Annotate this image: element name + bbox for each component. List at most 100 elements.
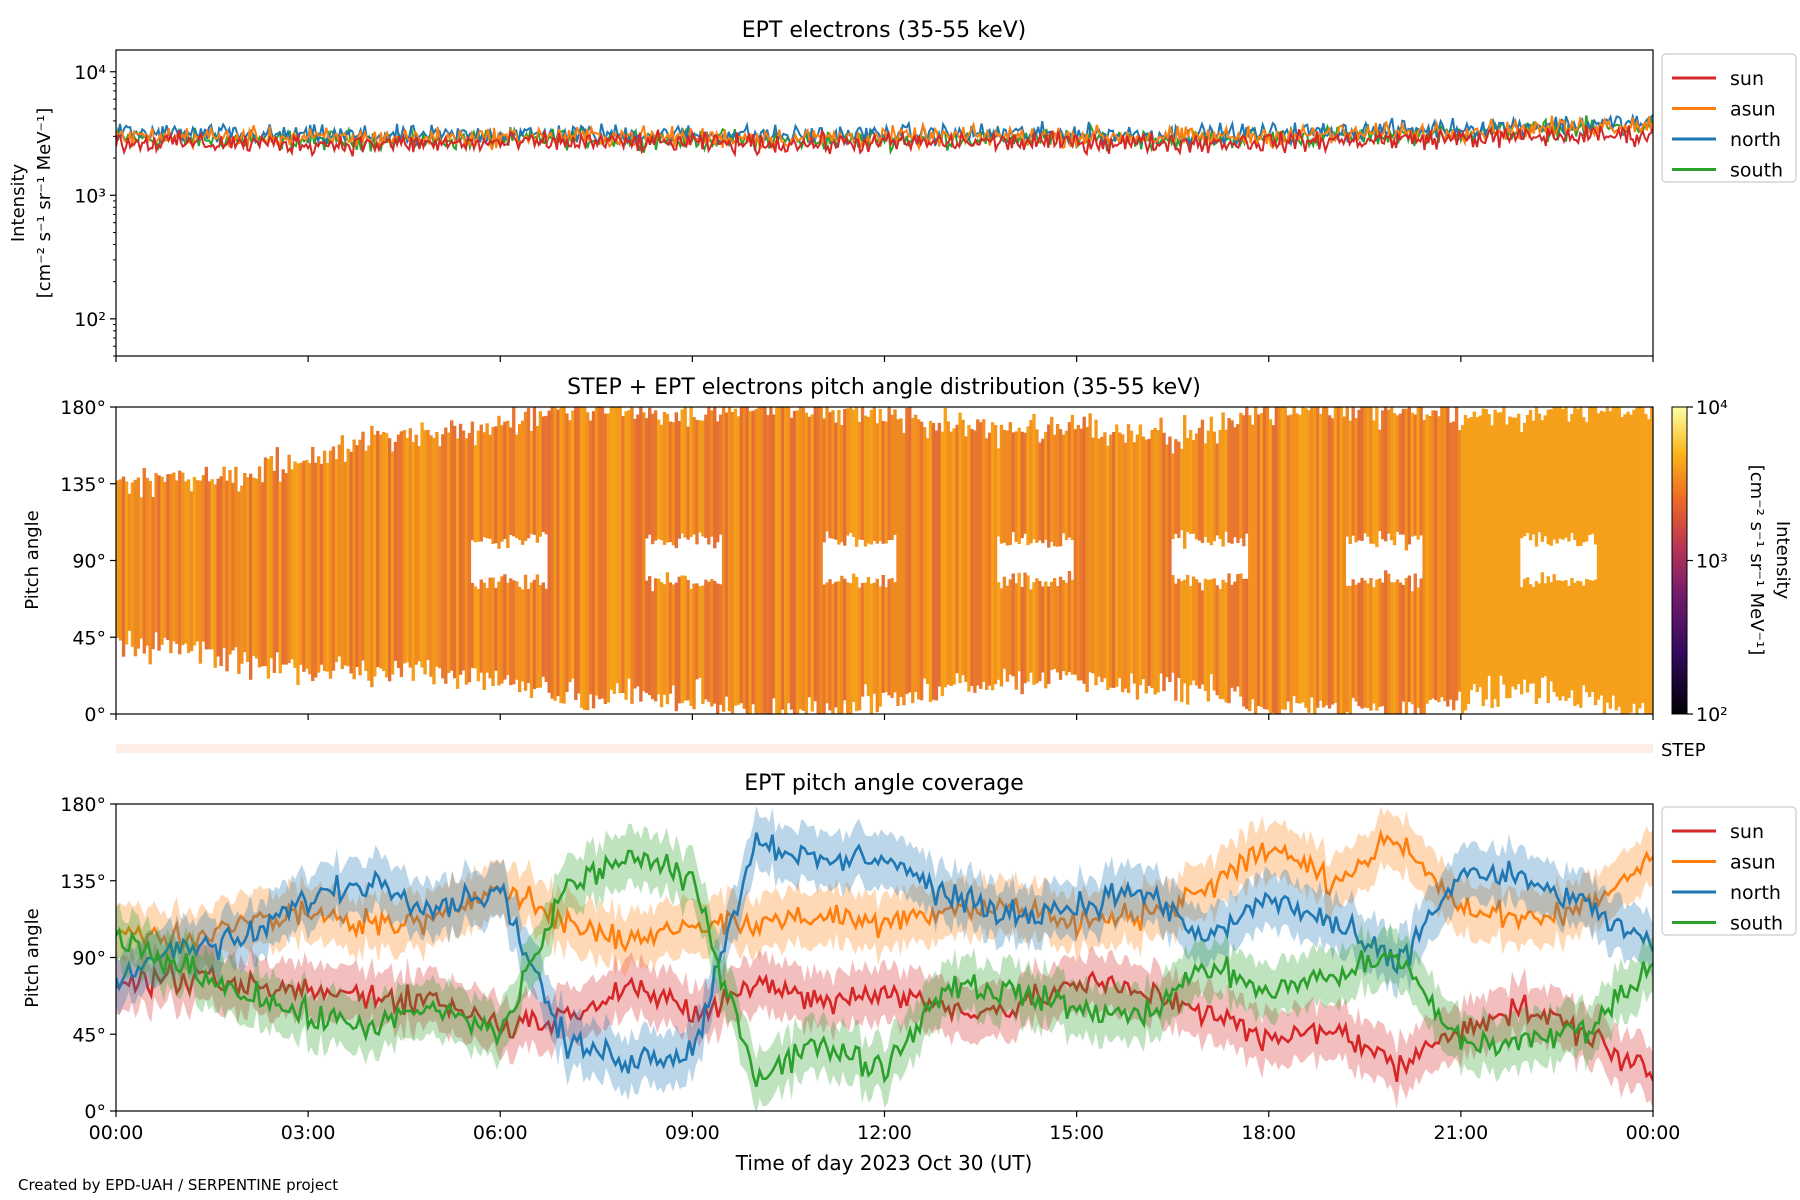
heatmap-cell — [837, 410, 841, 545]
x-tick-label: 03:00 — [281, 1122, 336, 1144]
heatmap-cell — [1635, 407, 1639, 714]
heatmap-cell — [343, 461, 347, 666]
heatmap-cell — [1070, 579, 1075, 675]
heatmap-cell — [452, 425, 457, 679]
heatmap-cell — [145, 477, 149, 646]
heatmap-cell — [612, 407, 616, 694]
heatmap-cell — [583, 407, 587, 710]
heatmap-cell — [931, 423, 936, 700]
heatmap-cell — [136, 477, 141, 649]
heatmap-cell — [639, 407, 643, 702]
heatmap-cell — [952, 428, 956, 685]
heatmap-cell — [1245, 578, 1249, 709]
heatmap-cell — [1351, 407, 1355, 536]
heatmap-cell — [866, 417, 871, 544]
heatmap-cell — [314, 462, 318, 678]
heatmap-cell — [1313, 407, 1317, 714]
heatmap-cell — [1180, 448, 1184, 531]
heatmap-cell — [1206, 430, 1211, 543]
heatmap-cell — [482, 582, 486, 690]
heatmap-cell — [1052, 434, 1057, 547]
heatmap-cell — [541, 416, 545, 532]
heatmap-cell — [692, 417, 696, 535]
heatmap-cell — [1431, 410, 1435, 699]
heatmap-cell — [1135, 434, 1140, 700]
heatmap-cell — [482, 432, 486, 538]
heatmap-cell — [476, 588, 480, 682]
colorbar-tick-label: 10² — [1696, 704, 1728, 726]
panel3-title: EPT pitch angle coverage — [744, 771, 1024, 796]
heatmap-cell — [996, 448, 1001, 537]
heatmap-cell — [893, 409, 897, 535]
heatmap-cell — [1097, 438, 1101, 677]
heatmap-cell — [742, 407, 746, 709]
heatmap-cell — [127, 493, 132, 631]
step-label: STEP — [1661, 740, 1706, 761]
heatmap-cell — [1292, 407, 1296, 697]
heatmap-cell — [1310, 407, 1314, 698]
heatmap-cell — [1316, 407, 1320, 708]
heatmap-cell — [181, 472, 185, 646]
heatmap-cell — [1171, 575, 1175, 673]
x-tick-label: 18:00 — [1241, 1122, 1296, 1144]
heatmap-cell — [1493, 409, 1497, 700]
heatmap-cell — [934, 430, 939, 701]
heatmap-cell — [1348, 585, 1352, 714]
heatmap-cell — [1378, 429, 1382, 532]
heatmap-cell — [1035, 578, 1039, 684]
heatmap-cell — [1401, 585, 1406, 702]
heatmap-cell — [198, 480, 203, 664]
heatmap-cell — [364, 450, 368, 671]
heatmap-cell — [718, 414, 723, 535]
heatmap-cell — [225, 480, 229, 672]
heatmap-cell — [142, 467, 146, 654]
heatmap-cell — [1088, 413, 1092, 673]
heatmap-cell — [526, 589, 531, 683]
heatmap-cell — [1307, 410, 1311, 713]
heatmap-cell — [662, 584, 667, 695]
heatmap-cell — [494, 587, 498, 671]
heatmap-cell — [411, 442, 415, 681]
series-line-north — [116, 832, 1653, 1074]
heatmap-cell — [636, 414, 640, 687]
heatmap-cell — [553, 407, 557, 701]
heatmap-cell — [710, 410, 714, 537]
heatmap-cell — [813, 407, 817, 702]
heatmap-cell — [290, 469, 294, 660]
heatmap-cell — [674, 582, 678, 712]
heatmap-cell — [1366, 407, 1370, 537]
heatmap-cell — [846, 408, 850, 536]
heatmap-cell — [509, 427, 513, 535]
heatmap-cell — [834, 422, 838, 540]
heatmap-cell — [1153, 427, 1157, 695]
heatmap-cell — [905, 407, 909, 694]
heatmap-cell — [1389, 407, 1394, 541]
heatmap-cell — [1274, 407, 1279, 714]
heatmap-cell — [1564, 407, 1568, 538]
heatmap-cell — [175, 480, 179, 644]
heatmap-cell — [1413, 573, 1417, 714]
heatmap-cell — [523, 574, 528, 691]
heatmap-cell — [1280, 407, 1284, 710]
heatmap-cell — [1236, 574, 1240, 687]
heatmap-cell — [1617, 407, 1621, 707]
heatmap-cell — [1363, 407, 1367, 534]
heatmap-cell — [189, 491, 194, 652]
heatmap-cell — [467, 433, 472, 683]
heatmap-cell — [535, 426, 540, 543]
heatmap-cell — [1147, 438, 1151, 686]
heatmap-cell — [713, 407, 717, 549]
heatmap-cell — [1047, 586, 1051, 684]
heatmap-cell — [757, 407, 761, 714]
heatmap-cell — [1165, 444, 1169, 678]
heatmap-cell — [1330, 418, 1335, 705]
heatmap-cell — [1381, 410, 1385, 540]
heatmap-cell — [1449, 422, 1453, 700]
heatmap-cell — [1203, 443, 1208, 538]
heatmap-cell — [186, 479, 191, 653]
panel2-x-ticks — [115, 714, 1654, 720]
heatmap-cell — [1014, 431, 1018, 542]
heatmap-cell — [1120, 434, 1125, 693]
heatmap-cell — [1440, 407, 1444, 698]
heatmap-cell — [917, 419, 921, 700]
